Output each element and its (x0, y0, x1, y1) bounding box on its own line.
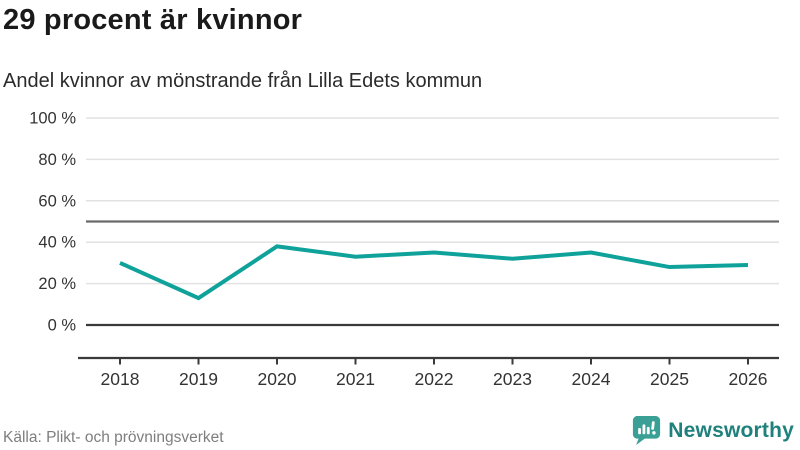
line-chart: 0 % 20 % 40 % 60 % 80 % 100 % 2018 2019 2020 2021… (29, 110, 779, 389)
y-tick-label: 0 % (48, 317, 77, 335)
y-tick-label: 80 % (38, 151, 76, 169)
x-tick-label: 2024 (572, 369, 611, 389)
x-tick-label: 2026 (729, 369, 768, 389)
chart-title: 29 procent är kvinnor (3, 4, 303, 36)
y-tick-label: 20 % (38, 275, 76, 293)
y-tick-label: 100 % (29, 110, 76, 128)
x-tick-label: 2022 (415, 369, 454, 389)
source-caption: Källa: Plikt- och prövningsverket (3, 429, 224, 446)
data-line-andel-kvinnor (119, 244, 749, 301)
x-tick-label: 2023 (493, 369, 532, 389)
newsworthy-logo-text: Newsworthy (668, 418, 794, 442)
x-tick-label: 2021 (336, 369, 375, 389)
newsworthy-logo: Newsworthy (632, 415, 794, 446)
y-tick-label: 60 % (38, 192, 76, 210)
y-tick-label: 40 % (38, 234, 76, 252)
x-tick-label: 2019 (179, 369, 218, 389)
x-tick-label: 2025 (650, 369, 689, 389)
chart-subtitle: Andel kvinnor av mönstrande från Lilla E… (3, 70, 483, 92)
newsworthy-logo-icon (633, 416, 661, 445)
x-tick-label: 2018 (101, 369, 140, 389)
x-tick-label: 2020 (258, 369, 297, 389)
